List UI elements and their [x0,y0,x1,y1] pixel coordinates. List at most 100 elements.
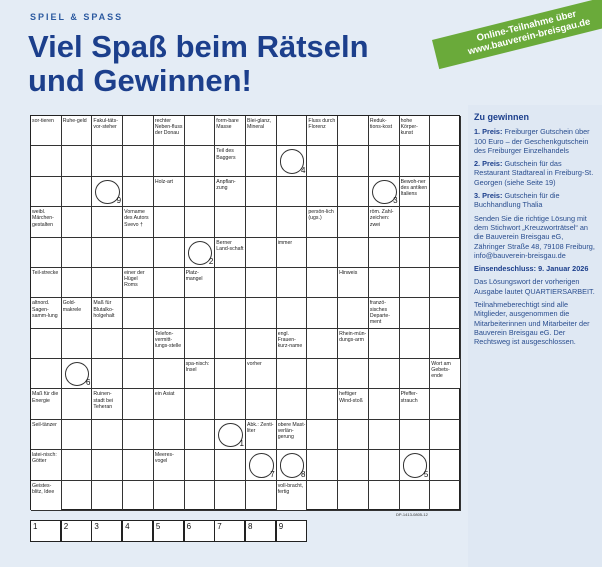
grid-cell [123,146,154,177]
prize: 1. Preis: Freiburger Gutschein über 100 … [474,127,596,155]
solution-circle: 6 [64,362,91,388]
clue-cell: Seil-tänzer [31,419,62,451]
previous-solution: Das Lösungswort der vorherigen Ausgabe l… [474,277,595,296]
grid-cell [276,298,308,329]
grid-cell [430,146,461,177]
grid-cell [61,419,93,451]
grid-cell [61,176,93,208]
clue-cell: immer [276,237,308,268]
circle-number: 6 [85,378,91,388]
deadline-text: Einsendeschluss: 9. Januar 2026 [474,264,589,274]
grid-cell [338,207,369,238]
prize-text: Gutschein für das Restaurant Stadtareal … [474,159,594,187]
clue-cell: Anpflan-zung [215,176,246,208]
clue-cell: Ruinen-stadt bei Teheran [92,389,124,420]
grid-cell [338,146,369,177]
grid-cell [61,480,93,511]
grid-cell [246,146,277,177]
grid-cell [153,146,185,177]
grid-cell [338,480,369,511]
prize-sidebar: Zu gewinnen 1. Preis: Freiburger Gutsche… [468,105,602,567]
grid-cell [92,419,124,451]
solution-circle: 2 [187,240,214,266]
solution-box: 3 [91,520,123,542]
grid-cell [215,480,246,511]
grid-cell [276,146,308,177]
online-banner: Online-Teilnahme über www.bauverein-brei… [432,0,602,70]
clue-cell: altnord. Sagen-samm-lung [31,298,62,329]
clue-cell: Bewoh-ner des antiken Italiens [399,176,431,208]
solution-box: 7 [214,520,246,542]
clue-cell: Maß für die Energie [31,389,62,420]
prize-label: 3. Preis: [474,191,503,201]
prize-label: 2. Preis: [474,159,503,169]
grid-cell [153,298,185,329]
grid-cell [276,389,308,420]
circle-number: 1 [239,439,244,449]
grid-cell [368,237,400,268]
clue-cell: persön-lich (ugs.) [307,207,339,238]
grid-cell [92,267,124,299]
grid-cell [399,267,431,299]
terms: Teilnahmeberechtigt sind alle Mitglieder… [474,300,590,347]
solution-box: 8 [245,520,276,542]
grid-cell [184,237,216,268]
grid-cell [307,419,339,451]
grid-cell [338,450,369,481]
grid-cell [123,480,154,511]
clue-cell: röm. Zahl-zeichen: zwei [368,207,400,238]
clue-cell: Gold-makrele [61,298,93,329]
prize-label: 1. Preis: [474,127,503,137]
circle-number: 9 [116,196,122,206]
prize-text: Freiburger Gutschein über 100 Euro – der… [474,127,590,155]
grid-cell [430,176,461,208]
grid-cell [338,359,369,390]
grid-cell [430,389,461,420]
title: Viel Spaß beim Rätseln und Gewinnen! [28,30,369,98]
grid-cell [368,480,400,511]
grid-cell [246,328,277,360]
grid-cell [215,419,246,451]
clue-cell: Teil-strecke [31,267,62,299]
grid-cell [61,328,93,360]
grid-cell [246,207,277,238]
solution-circle: 1 [218,422,244,449]
grid-cell [430,267,461,299]
grid-cell [338,419,369,451]
grid-cell [276,207,308,238]
grid-cell [184,480,216,511]
grid-cell [184,176,216,208]
grid-cell [215,389,246,420]
grid-cell [307,146,339,177]
circle-number: 2 [208,256,214,266]
puzzle-code: DP-1413-0805-12 [396,512,428,517]
grid-cell [61,450,93,481]
grid-cell [368,267,400,299]
clue-cell: Holz-art [153,176,185,208]
grid-cell [184,298,216,329]
grid-cell [368,450,400,481]
clue-cell: Abk.: Zenti-liter [246,419,277,451]
prize: 3. Preis: Gutschein für die Buchhandlung… [474,191,596,210]
grid-cell [307,328,339,360]
clue-cell: heftiger Wind-stoß [338,389,369,420]
solution-box: 2 [60,520,92,542]
clue-cell: obere Mast-verlän-gerung [276,419,308,451]
clue-cell: Pfeffer-strauch [399,389,431,420]
grid-cell [184,450,216,481]
clue-cell: Berner Land-schaft [215,237,246,268]
grid-cell [184,389,216,420]
grid-cell [215,450,246,481]
grid-cell [153,480,185,511]
grid-cell [92,207,124,238]
grid-cell [123,328,154,360]
grid-cell [123,298,154,329]
grid-cell [215,267,246,299]
clue-cell: latei-nisch: Götter [31,450,62,481]
clue-cell: Ruhe-geld [61,116,93,147]
clue-cell: Geistes-blitz, Idee [31,480,62,511]
title-line: Viel Spaß beim Rätseln [28,29,369,64]
prize-text: Gutschein für die Buchhandlung Thalia [474,191,560,210]
grid-cell [123,359,154,390]
